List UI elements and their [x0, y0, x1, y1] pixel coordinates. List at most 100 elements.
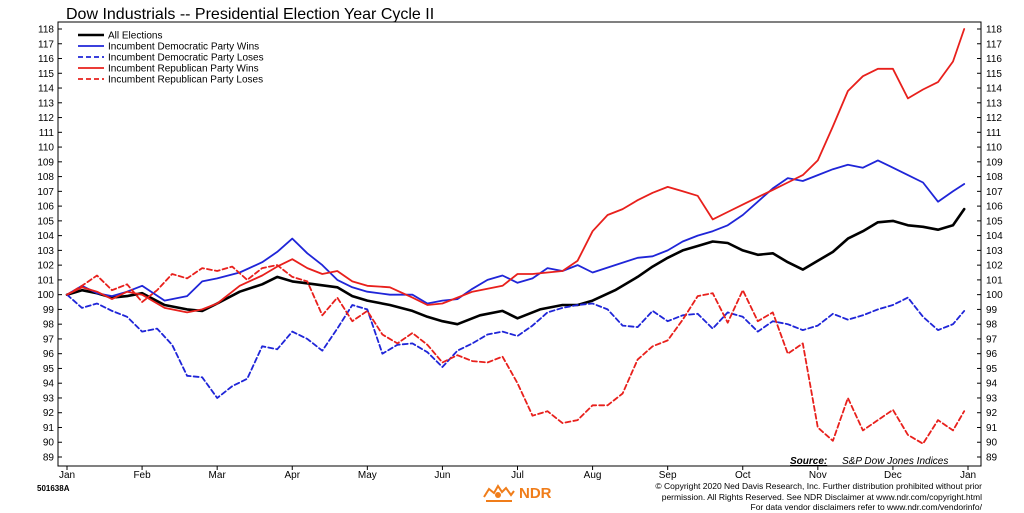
y-tick-label-right: 115	[986, 69, 1002, 80]
x-tick-label: Jan	[59, 470, 75, 480]
y-tick-label-left: 114	[38, 84, 54, 95]
x-tick-label: Oct	[735, 470, 751, 480]
x-tick-label: Feb	[133, 470, 151, 480]
axes-layer: 89 89 90 90 91 91 92 92 93 93 94 94 95 95 96 96 97 97 98 98…	[37, 25, 1003, 481]
y-tick-label-right: 97	[986, 334, 998, 345]
y-tick-label-left: 116	[38, 54, 54, 65]
y-tick-label-left: 111	[39, 128, 55, 139]
y-tick-label-left: 99	[43, 305, 55, 316]
y-tick-label-left: 93	[43, 393, 55, 404]
y-tick-label-right: 89	[986, 453, 998, 464]
logo-text: NDR	[519, 484, 552, 502]
bull-bear-icon	[483, 484, 515, 502]
y-tick-label-left: 118	[38, 25, 54, 36]
y-tick-label-right: 93	[986, 393, 998, 404]
series-line-0	[65, 207, 966, 326]
legend-label-4: Incumbent Republican Party Loses	[108, 75, 263, 86]
y-tick-label-right: 98	[986, 320, 998, 331]
y-tick-label-left: 100	[37, 290, 54, 301]
y-tick-label-right: 95	[986, 364, 998, 375]
y-tick-label-right: 104	[986, 231, 1003, 242]
x-tick-label: Nov	[809, 470, 827, 480]
y-tick-label-right: 114	[986, 84, 1002, 95]
plot-frame	[57, 21, 982, 467]
y-tick-label-left: 108	[37, 172, 54, 183]
source-label: Source:	[790, 456, 827, 467]
y-tick-label-right: 94	[986, 379, 998, 390]
y-tick-label-left: 91	[43, 423, 55, 434]
series-line-1	[66, 159, 966, 305]
series-line-4	[66, 264, 966, 445]
y-tick-label-left: 112	[38, 113, 54, 124]
y-tick-label-left: 106	[37, 202, 54, 213]
series-layer	[65, 28, 966, 445]
y-tick-label-right: 107	[986, 187, 1003, 198]
copyright-line-3: For data vendor disclaimers refer to www…	[750, 502, 983, 512]
y-tick-label-left: 102	[37, 261, 54, 272]
y-tick-label-left: 113	[38, 98, 54, 109]
source-text: S&P Dow Jones Indices	[842, 456, 948, 467]
chart-id: 501638A	[37, 484, 70, 493]
x-tick-label: Jan	[960, 470, 976, 480]
y-tick-label-left: 97	[43, 334, 55, 345]
y-tick-label-left: 110	[38, 143, 54, 154]
y-tick-label-right: 96	[986, 349, 998, 360]
y-tick-label-left: 94	[43, 379, 55, 390]
legend-label-3: Incumbent Republican Party Wins	[108, 64, 259, 75]
y-tick-label-right: 105	[986, 216, 1003, 227]
y-tick-label-right: 106	[986, 202, 1003, 213]
y-tick-label-left: 89	[43, 453, 55, 464]
y-tick-label-left: 117	[38, 39, 54, 50]
legend-label-0: All Elections	[108, 31, 162, 42]
y-tick-label-right: 108	[986, 172, 1003, 183]
y-tick-label-right: 112	[986, 113, 1002, 124]
y-tick-label-left: 107	[37, 187, 54, 198]
y-tick-label-right: 101	[986, 275, 1003, 286]
y-tick-label-left: 92	[43, 408, 55, 419]
series-line-3	[66, 28, 966, 314]
x-tick-label: Jul	[511, 470, 524, 480]
series-line-2	[66, 293, 966, 399]
y-tick-label-left: 103	[37, 246, 54, 257]
y-tick-label-left: 90	[43, 438, 55, 449]
y-tick-label-right: 91	[986, 423, 998, 434]
y-tick-label-left: 96	[43, 349, 55, 360]
legend-label-2: Incumbent Democratic Party Loses	[108, 53, 264, 64]
y-tick-label-left: 115	[38, 69, 54, 80]
copyright-notice: © Copyright 2020 Ned Davis Research, Inc…	[562, 481, 982, 513]
y-tick-label-left: 101	[37, 275, 54, 286]
y-tick-label-right: 109	[986, 157, 1003, 168]
x-tick-label: May	[358, 470, 377, 480]
chart-canvas: Dow Industrials -- Presidential Election…	[37, 6, 1003, 481]
y-tick-label-right: 118	[986, 25, 1002, 36]
copyright-line-2: permission. All Rights Reserved. See NDR…	[661, 491, 982, 502]
x-tick-label: Mar	[209, 470, 227, 480]
x-tick-label: Sep	[659, 470, 677, 480]
y-tick-label-left: 109	[37, 157, 54, 168]
chart-title: Dow Industrials -- Presidential Election…	[66, 6, 434, 23]
ndr-logo: NDR	[482, 481, 552, 505]
y-tick-label-left: 98	[43, 320, 55, 331]
copyright-line-1: © Copyright 2020 Ned Davis Research, Inc…	[655, 481, 982, 491]
y-tick-label-right: 100	[986, 290, 1003, 301]
x-tick-label: Jun	[434, 470, 450, 480]
legend-label-1: Incumbent Democratic Party Wins	[108, 42, 259, 53]
x-tick-label: Dec	[884, 470, 902, 480]
y-tick-label-right: 90	[986, 438, 998, 449]
y-tick-label-right: 113	[986, 98, 1002, 109]
y-tick-label-right: 103	[986, 246, 1003, 257]
y-tick-label-right: 110	[986, 143, 1002, 154]
source-note: Source: S&P Dow Jones Indices	[790, 456, 948, 467]
x-tick-label: Apr	[284, 470, 300, 480]
y-tick-label-left: 105	[37, 216, 54, 227]
x-tick-label: Aug	[584, 470, 602, 480]
y-tick-label-right: 92	[986, 408, 998, 419]
y-tick-label-right: 111	[986, 128, 1002, 139]
y-tick-label-left: 104	[37, 231, 54, 242]
y-tick-label-right: 102	[986, 261, 1003, 272]
y-tick-label-right: 99	[986, 305, 998, 316]
y-tick-label-left: 95	[43, 364, 55, 375]
y-tick-label-right: 117	[986, 39, 1002, 50]
y-tick-label-right: 116	[986, 54, 1002, 65]
